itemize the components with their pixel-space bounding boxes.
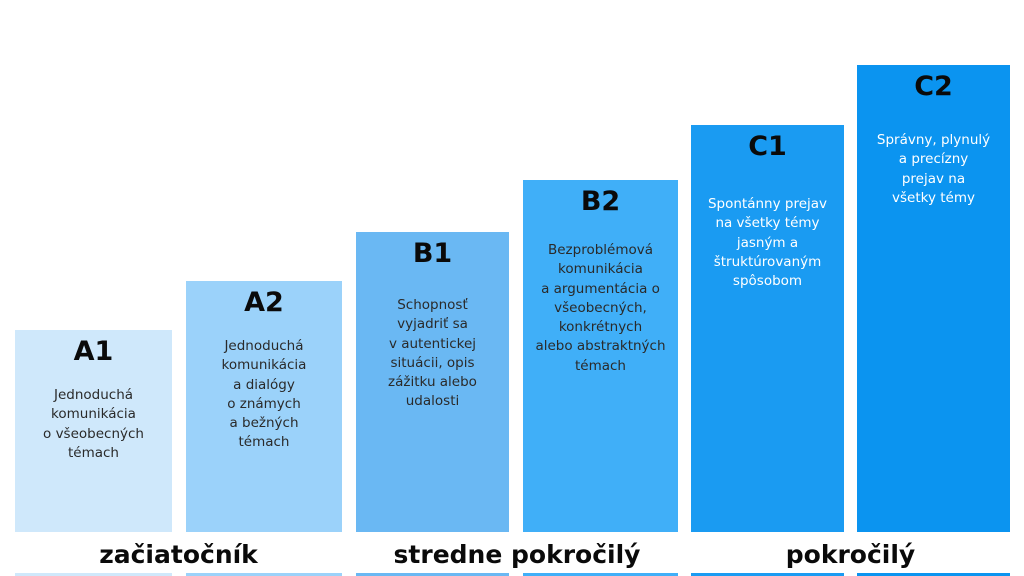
level-c2-description: Správny, plynulý a precízny prejav na vš… xyxy=(876,132,991,206)
stage-label-advanced: pokročilý xyxy=(691,535,1010,573)
level-a1-description: Jednoduchá komunikácia o všeobecných tém… xyxy=(43,387,144,461)
bottom-strip-a1 xyxy=(15,573,172,576)
level-c2-block: C2 Správny, plynulý a precízny prejav na… xyxy=(857,65,1010,532)
bottom-strip-c2 xyxy=(857,573,1010,576)
level-a2-code: A2 xyxy=(244,287,284,318)
level-c1-code: C1 xyxy=(748,131,787,162)
level-a1-code: A1 xyxy=(73,336,114,367)
stage-label-beginner: začiatočník xyxy=(15,535,342,573)
level-c2-code: C2 xyxy=(914,71,953,102)
level-b2-code: B2 xyxy=(580,186,621,217)
bottom-strip-c1 xyxy=(691,573,844,576)
bottom-strip-b1 xyxy=(356,573,509,576)
bottom-strip-a2 xyxy=(186,573,342,576)
level-b1-block: B1 Schopnosť vyjadriť sa v autentickej s… xyxy=(356,232,509,532)
level-a2-block: A2 Jednoduchá komunikácia a dialógy o zn… xyxy=(186,281,342,532)
bottom-strip-b2 xyxy=(523,573,678,576)
level-b1-description: Schopnosť vyjadriť sa v autentickej situ… xyxy=(388,297,477,410)
level-b2-description: Bezproblémová komunikácia a argumentácia… xyxy=(535,242,666,374)
level-b1-code: B1 xyxy=(412,238,453,269)
level-a2-description: Jednoduchá komunikácia a dialógy o známy… xyxy=(221,338,307,451)
level-a1-block: A1 Jednoduchá komunikácia o všeobecných … xyxy=(15,330,172,532)
level-c1-block: C1 Spontánny prejav na všetky témy jasný… xyxy=(691,125,844,532)
level-c1-description: Spontánny prejav na všetky témy jasným a… xyxy=(707,196,828,290)
stage-label-intermediate: stredne pokročilý xyxy=(356,535,678,573)
level-b2-block: B2 Bezproblémová komunikácia a argumentá… xyxy=(523,180,678,532)
